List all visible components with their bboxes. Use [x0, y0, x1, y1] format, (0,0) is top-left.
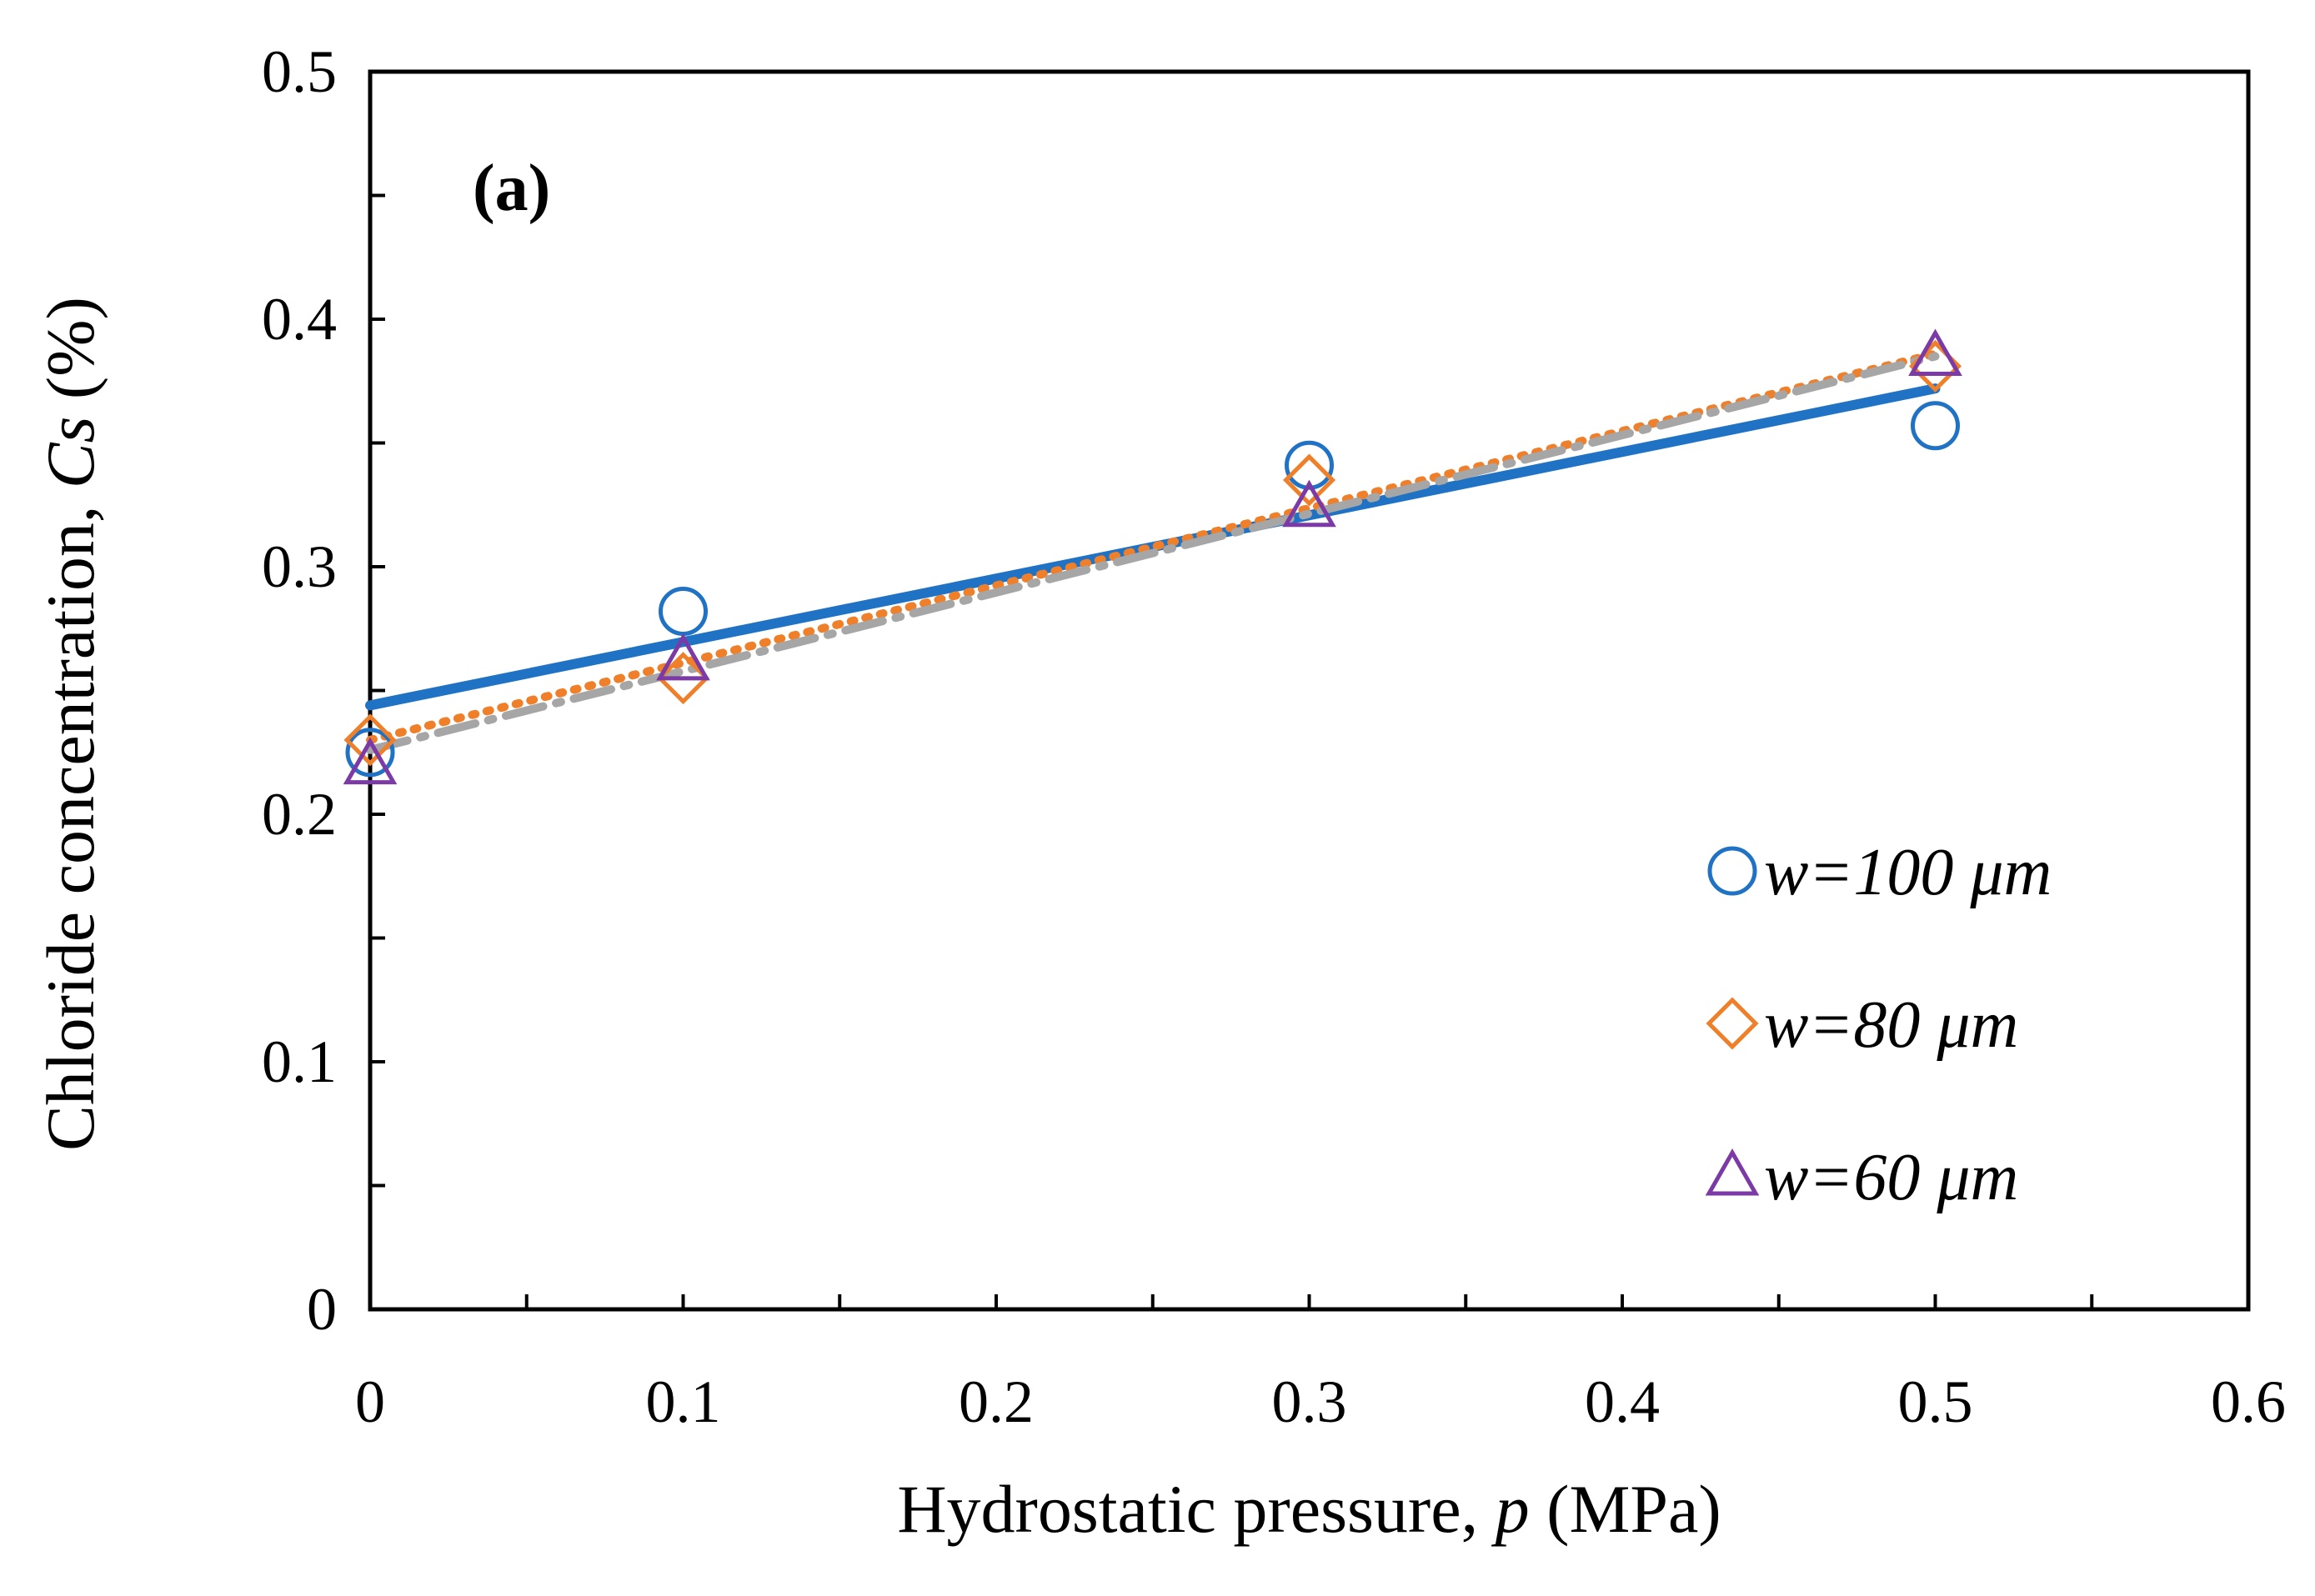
x-tick-label: 0 — [355, 1368, 385, 1435]
data-point-series-2 — [1282, 453, 1336, 507]
x-tick-label: 0.2 — [959, 1368, 1034, 1435]
x-tick-label: 0.5 — [1898, 1368, 1973, 1435]
data-point-series-1 — [1911, 401, 1960, 451]
y-tick-label: 0.4 — [262, 286, 337, 353]
x-tick-label: 0.6 — [2211, 1368, 2286, 1435]
legend: w=100 μm w=80 μm w=60 μm — [1705, 836, 2052, 1214]
data-point-series-3 — [1908, 328, 1962, 377]
x-tick-label: 0.3 — [1272, 1368, 1347, 1435]
y-tick-label: 0.3 — [262, 533, 337, 600]
x-axis-title-var: p — [1491, 1471, 1530, 1547]
legend-label-series-1: w=100 μm — [1764, 836, 2052, 909]
data-point-series-1 — [345, 728, 395, 778]
y-axis-title-var: Cs — [33, 417, 108, 489]
x-tick-label: 0.4 — [1585, 1368, 1660, 1435]
legend-marker-series-2 — [1706, 997, 1759, 1050]
x-axis-title-prefix: Hydrostatic pressure, — [897, 1471, 1495, 1547]
panel-label: (a) — [473, 152, 550, 225]
legend-label-series-2: w=80 μm — [1764, 988, 2018, 1062]
y-tick-label: 0.2 — [262, 781, 337, 848]
x-axis-title: Hydrostatic pressure, p (MPa) — [897, 1471, 1721, 1547]
y-axis-title-prefix: Chloride concentration, — [33, 488, 108, 1151]
data-point-series-2 — [656, 652, 710, 705]
legend-marker-series-1 — [1707, 846, 1757, 896]
y-tick-label: 0 — [307, 1276, 337, 1343]
data-point-series-3 — [1282, 479, 1336, 528]
y-tick-label: 0.1 — [262, 1028, 337, 1095]
plot-frame — [368, 69, 2251, 1312]
data-point-series-2 — [1908, 339, 1962, 393]
trendline-series-2 — [366, 349, 1940, 744]
data-point-series-3 — [656, 633, 710, 681]
trendline-series-3 — [366, 352, 1940, 754]
x-tick-label: 0.1 — [646, 1368, 721, 1435]
y-axis-title-suffix: (%) — [33, 297, 108, 416]
data-point-series-2 — [343, 713, 397, 767]
data-point-series-3 — [343, 737, 398, 785]
x-axis-title-suffix: (MPa) — [1530, 1471, 1721, 1547]
data-point-series-1 — [659, 586, 708, 636]
y-tick-label: 0.5 — [262, 38, 337, 105]
y-axis-title: Chloride concentration, Cs (%) — [33, 297, 108, 1151]
legend-label-series-3: w=60 μm — [1764, 1141, 2018, 1214]
legend-marker-series-3 — [1705, 1148, 1760, 1196]
trendline-series-1 — [365, 383, 1941, 711]
